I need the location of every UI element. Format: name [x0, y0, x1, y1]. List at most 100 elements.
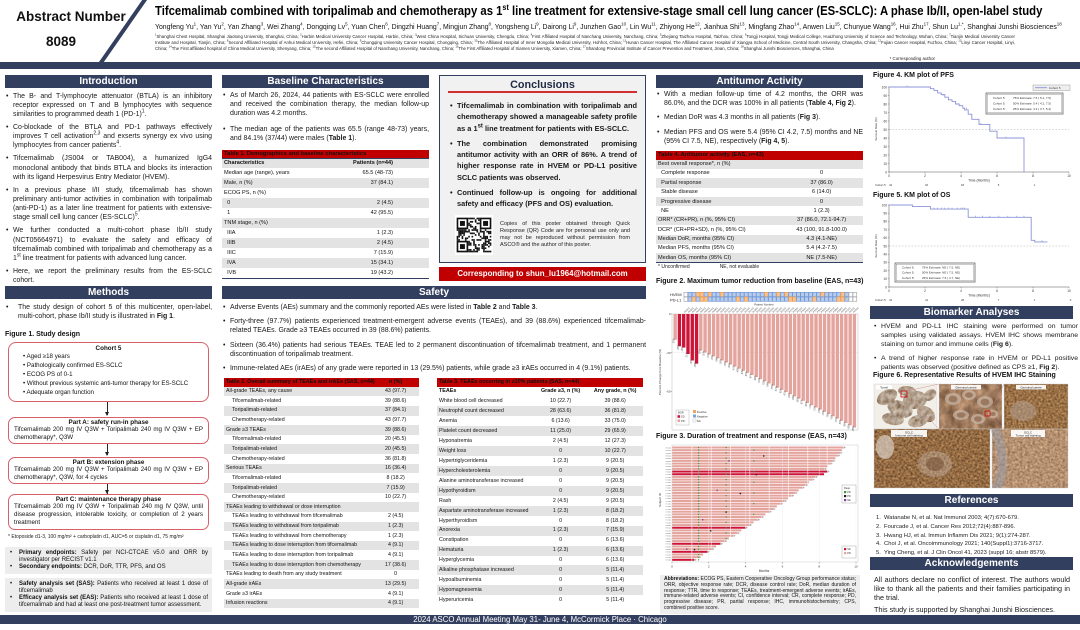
svg-text:-47%: -47%: [751, 374, 753, 379]
svg-text:7: 7: [998, 298, 1000, 302]
svg-text:P1301: P1301: [732, 306, 739, 313]
svg-text:P0101: P0101: [684, 306, 691, 313]
svg-text:Germinal centre: Germinal centre: [955, 385, 977, 389]
svg-text:Cohort 5: Cohort 5: [1049, 86, 1061, 90]
svg-text:P0701: P0701: [666, 463, 671, 465]
svg-text:0: 0: [888, 174, 890, 178]
svg-text:-42%: -42%: [738, 367, 740, 372]
svg-text:P2801: P2801: [666, 520, 671, 522]
svg-text:P3201: P3201: [808, 306, 815, 313]
svg-text:P0501: P0501: [666, 458, 671, 460]
svg-text:-38%: -38%: [725, 361, 727, 366]
svg-text:90: 90: [883, 94, 887, 98]
svg-text:8: 8: [818, 565, 820, 569]
svg-text:-81%: -81%: [836, 417, 838, 422]
svg-text:Cohort 5:: Cohort 5:: [902, 276, 915, 280]
svg-text:10: 10: [1067, 289, 1071, 293]
svg-text:-20%: -20%: [674, 338, 676, 343]
svg-text:-44%: -44%: [742, 369, 744, 374]
svg-text:P4101: P4101: [666, 554, 671, 556]
svg-text:8: 8: [1032, 289, 1034, 293]
svg-text:Patient Number: Patient Number: [754, 303, 774, 307]
svg-text:-57%: -57%: [776, 386, 778, 391]
svg-text:P1801: P1801: [666, 493, 671, 495]
svg-text:4: 4: [960, 174, 962, 178]
svg-text:Positive: Positive: [697, 410, 707, 414]
svg-text:-59%: -59%: [780, 389, 782, 394]
svg-text:SD: SD: [847, 548, 851, 551]
svg-text:-62%: -62%: [789, 393, 791, 398]
svg-text:P3701: P3701: [828, 306, 835, 313]
svg-text:P3901: P3901: [836, 306, 843, 313]
svg-text:P3601: P3601: [824, 306, 831, 313]
svg-text:P0201: P0201: [688, 306, 695, 313]
svg-text:0: 0: [1070, 298, 1072, 302]
svg-text:-36%: -36%: [721, 359, 723, 364]
svg-text:NA: NA: [697, 419, 701, 423]
svg-text:-60: -60: [666, 390, 671, 394]
svg-text:-49%: -49%: [755, 376, 757, 381]
svg-text:-83%: -83%: [840, 419, 842, 424]
svg-text:2: 2: [924, 289, 926, 293]
svg-text:NE: NE: [847, 499, 851, 502]
svg-text:P3801: P3801: [832, 306, 839, 313]
svg-text:-39%: -39%: [729, 363, 731, 368]
svg-text:P0501: P0501: [700, 306, 707, 313]
svg-text:20: 20: [883, 269, 887, 273]
svg-text:44: 44: [889, 298, 893, 302]
svg-text:P3401: P3401: [816, 306, 823, 313]
svg-text:25% Estimate: 7.5 ( 4.7, NE): 25% Estimate: 7.5 ( 4.7, NE): [922, 276, 960, 280]
svg-text:Cohort 5: Cohort 5: [875, 298, 886, 302]
svg-text:P0901: P0901: [666, 469, 671, 471]
svg-text:P0201: P0201: [666, 450, 671, 452]
svg-text:P1701: P1701: [748, 306, 755, 313]
svg-text:-30%: -30%: [704, 351, 706, 356]
svg-text:Cohort 5: Cohort 5: [875, 183, 886, 187]
svg-text:-30: -30: [666, 351, 671, 355]
svg-text:-61%: -61%: [785, 391, 787, 396]
svg-text:10: 10: [883, 277, 887, 281]
svg-text:P1601: P1601: [744, 306, 751, 313]
svg-text:HVEM: HVEM: [670, 292, 682, 297]
svg-text:-66%: -66%: [797, 397, 799, 402]
svg-text:8: 8: [1032, 174, 1034, 178]
svg-text:-46%: -46%: [746, 371, 748, 376]
svg-text:-86%: -86%: [849, 424, 851, 429]
svg-text:Percent Change from Baseline (: Percent Change from Baseline (%): [658, 349, 662, 395]
svg-text:P1501: P1501: [666, 485, 671, 487]
svg-text:80: 80: [883, 102, 887, 106]
svg-text:Cohort 5:: Cohort 5:: [993, 96, 1006, 100]
svg-text:P2101: P2101: [764, 306, 771, 313]
svg-text:PD: PD: [847, 495, 851, 498]
svg-text:SCLC: SCLC: [905, 430, 914, 434]
svg-text:40: 40: [883, 136, 887, 140]
svg-text:P0301: P0301: [692, 306, 699, 313]
svg-text:6: 6: [996, 174, 998, 178]
svg-text:Cohort 5:: Cohort 5:: [993, 107, 1006, 111]
svg-text:50% Estimate: NE ( 7.5, NE): 50% Estimate: NE ( 7.5, NE): [922, 271, 960, 275]
svg-text:-25%: -25%: [678, 345, 680, 350]
svg-text:1: 1: [1034, 183, 1036, 187]
svg-text:70: 70: [883, 228, 887, 232]
svg-text:P4001: P4001: [840, 306, 847, 313]
svg-text:30: 30: [883, 261, 887, 265]
svg-text:100: 100: [882, 85, 888, 89]
svg-text:P0101: P0101: [666, 447, 671, 449]
svg-text:P2401: P2401: [776, 306, 783, 313]
svg-text:-55%: -55%: [772, 384, 774, 389]
svg-text:4: 4: [960, 289, 962, 293]
svg-text:P2801: P2801: [792, 306, 799, 313]
svg-text:44: 44: [889, 183, 893, 187]
svg-text:-31%: -31%: [687, 353, 689, 358]
svg-text:Immune cell staining: Immune cell staining: [895, 434, 923, 438]
svg-text:P1901: P1901: [756, 306, 763, 313]
svg-text:-64%: -64%: [793, 395, 795, 400]
svg-text:P1701: P1701: [666, 490, 671, 492]
svg-text:75% Estimate: 7.5 ( 5.4, 7.5): 75% Estimate: 7.5 ( 5.4, 7.5): [1013, 96, 1051, 100]
svg-text:5: 5: [998, 183, 1000, 187]
svg-text:-38%: -38%: [695, 362, 697, 367]
svg-text:P4101: P4101: [845, 306, 852, 313]
svg-text:P4201: P4201: [849, 306, 856, 313]
svg-text:0: 0: [885, 285, 887, 289]
svg-text:P0701: P0701: [708, 306, 715, 313]
